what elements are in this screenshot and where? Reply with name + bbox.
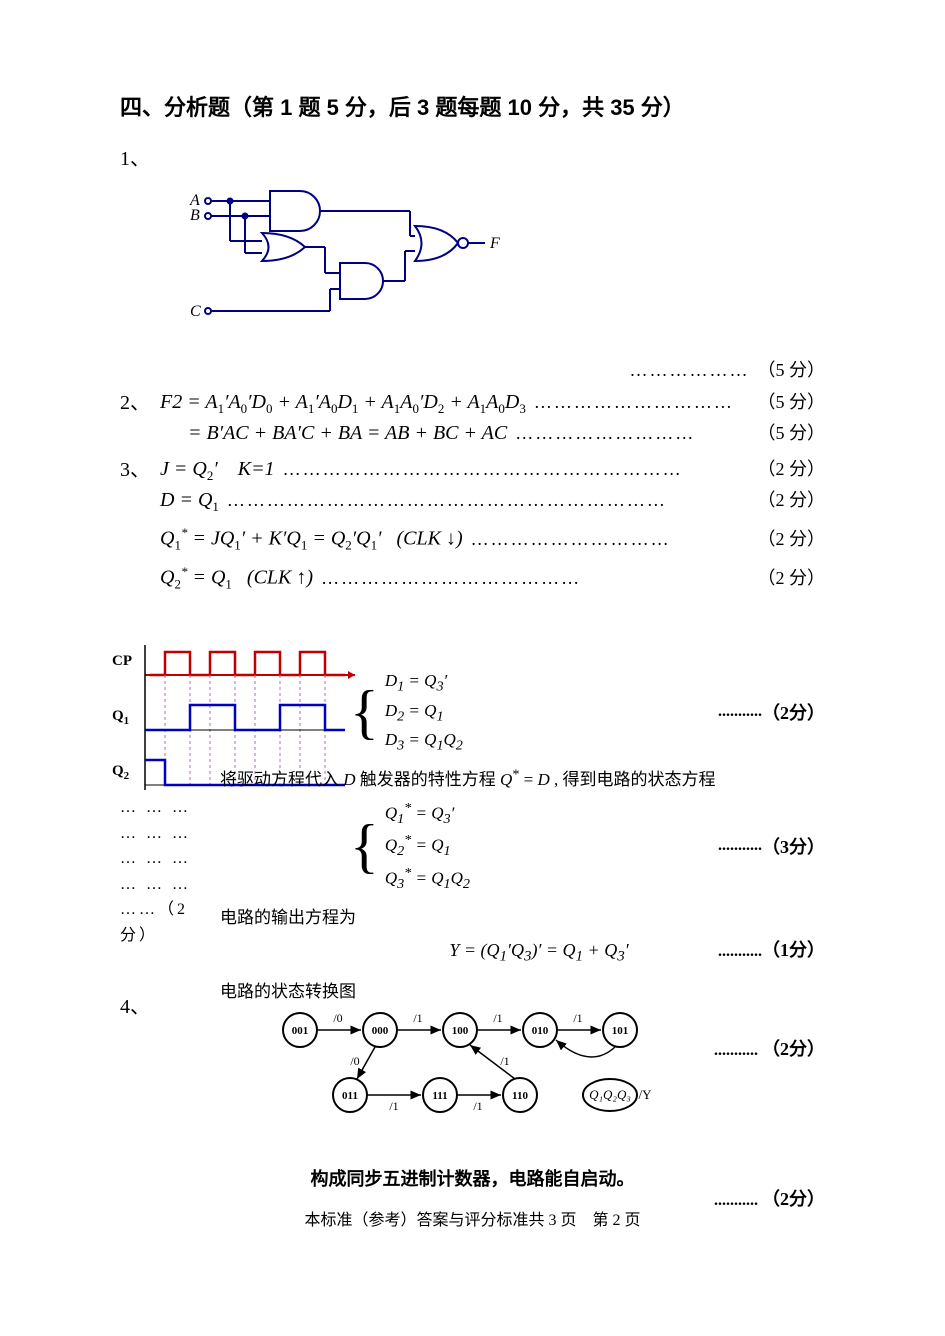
q2-l1-score: （5 分） xyxy=(758,388,826,414)
svg-text:/1: /1 xyxy=(413,1011,422,1025)
q4-text1: 将驱动方程代入 D 触发器的特性方程 Q* = D , 得到电路的状态方程 xyxy=(220,765,825,790)
svg-text:/Y: /Y xyxy=(639,1087,653,1102)
q4-b2-score: （3分） xyxy=(762,833,825,859)
q3-eq-d: D = Q1 xyxy=(160,489,219,515)
q3-eq-jk: J = Q2′ K=1 xyxy=(160,458,275,484)
svg-text:000: 000 xyxy=(372,1025,389,1037)
q4-conc-score: （2分） xyxy=(762,1189,825,1209)
q3-l1-score: （2 分） xyxy=(758,455,826,481)
section-title: 四、分析题（第 1 题 5 分，后 3 题每题 10 分，共 35 分） xyxy=(120,90,825,122)
q1-number: 1、 xyxy=(120,142,160,171)
svg-text:/1: /1 xyxy=(493,1011,502,1025)
q3-l3-score: （2 分） xyxy=(758,525,826,551)
q1-score: （5 分） xyxy=(758,356,826,382)
svg-text:111: 111 xyxy=(432,1090,447,1102)
q3-l2-dots: ………………………………………………………… xyxy=(219,490,758,511)
svg-text:100: 100 xyxy=(452,1025,469,1037)
svg-text:/1: /1 xyxy=(473,1099,482,1113)
svg-text:101: 101 xyxy=(612,1025,629,1037)
svg-text:/0: /0 xyxy=(333,1011,342,1025)
circuit-label-f: F xyxy=(489,235,500,252)
q3-l4-score: （2 分） xyxy=(758,564,826,590)
brace-icon: { xyxy=(350,822,379,870)
q2-number: 2、 xyxy=(120,386,160,415)
q2-l1-dots: ………………………… xyxy=(526,392,758,413)
q3-left-dots: … … … … … … … … … … … … ……（2 分） xyxy=(120,795,191,949)
svg-text:/0: /0 xyxy=(350,1054,359,1068)
q4-brace2-content: Q1* = Q3′ Q2* = Q1 Q3* = Q1Q2 xyxy=(385,798,470,895)
svg-text:/1: /1 xyxy=(500,1054,509,1068)
q3-l4-dots: ………………………………… xyxy=(313,568,757,589)
svg-text:110: 110 xyxy=(512,1090,528,1102)
q2-equation-1: F2 = A1′A0′D0 + A1′A0D1 + A1A0′D2 + A1A0… xyxy=(160,391,526,417)
svg-text:010: 010 xyxy=(532,1025,549,1037)
svg-text:CP: CP xyxy=(112,653,132,669)
q1-circuit-diagram: A B C F xyxy=(180,181,825,346)
q3-eq-q2: Q2* = Q1 (CLK ↑) xyxy=(160,564,313,593)
circuit-label-b: B xyxy=(190,207,200,224)
q4-output-eq: Y = (Q1′Q3)′ = Q1 + Q3′ xyxy=(360,940,718,966)
brace-icon: { xyxy=(350,688,379,736)
q4-b1-score: （2分） xyxy=(762,699,825,725)
svg-text:Q1: Q1 xyxy=(112,708,129,727)
q4-b1-dots: ........... xyxy=(718,703,762,721)
svg-text:Q₁Q₂Q₃: Q₁Q₂Q₃ xyxy=(589,1087,631,1102)
q3-l1-dots: …………………………………………………… xyxy=(275,459,758,480)
q3-number: 3、 xyxy=(120,453,160,482)
q4-diag-dots: ........... xyxy=(714,1042,758,1059)
q3-eq-q1: Q1* = JQ1′ + K′Q1 = Q2′Q1′ (CLK ↓) xyxy=(160,525,463,554)
circuit-label-c: C xyxy=(190,303,201,320)
q4-b2-dots: ........... xyxy=(718,837,762,855)
q4-number: 4、 xyxy=(120,990,160,1019)
q1-score-dots: ……………… xyxy=(622,360,758,381)
q2-l2-dots: ……………………… xyxy=(507,423,757,444)
q4-brace1-content: D1 = Q3′ D2 = Q1 D3 = Q1Q2 xyxy=(385,668,463,757)
q4-out-score: （1分） xyxy=(762,936,825,962)
q3-l2-score: （2 分） xyxy=(758,486,826,512)
svg-text:Q2: Q2 xyxy=(112,763,130,782)
q4-state-diagram: 001 000 100 010 101 011 111 110 Q₁Q₂Q₃ /… xyxy=(260,1000,825,1135)
svg-text:/1: /1 xyxy=(573,1011,582,1025)
q2-equation-2: = B′AC + BA′C + BA = AB + BC + AC xyxy=(188,422,507,445)
q3-l3-dots: ………………………… xyxy=(463,529,758,550)
q4-conc-dots: ........... xyxy=(714,1192,758,1209)
svg-text:001: 001 xyxy=(292,1025,309,1037)
q4-out-dots: ........... xyxy=(718,943,762,961)
svg-text:011: 011 xyxy=(342,1090,358,1102)
q4-diag-score: （2分） xyxy=(762,1039,825,1059)
q2-l2-score: （5 分） xyxy=(758,419,826,445)
q4-text2: 电路的输出方程为 xyxy=(220,903,825,928)
svg-text:/1: /1 xyxy=(389,1099,398,1113)
